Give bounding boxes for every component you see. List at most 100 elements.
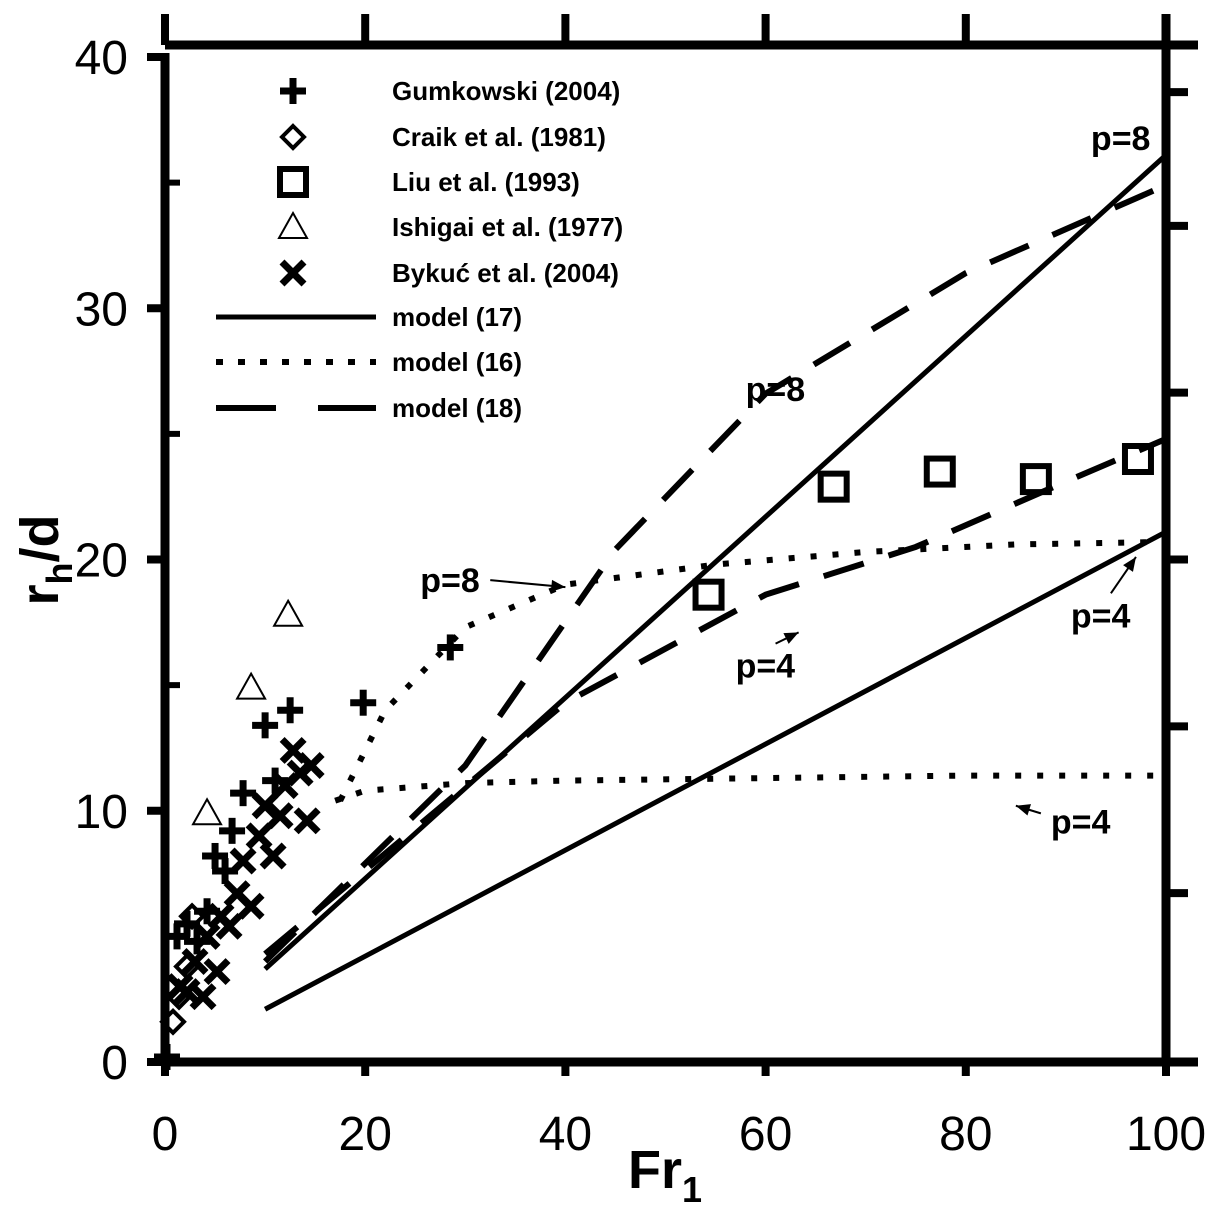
diamond-marker-shape bbox=[178, 902, 206, 931]
y-tick-label: 10 bbox=[75, 786, 128, 839]
plus-marker bbox=[350, 689, 377, 716]
square-marker bbox=[692, 578, 725, 611]
cross-marker-b bbox=[181, 948, 209, 975]
cross-marker bbox=[251, 792, 279, 820]
cross-marker bbox=[279, 259, 307, 287]
cross-marker-b bbox=[259, 842, 287, 870]
legend-label: Liu et al. (1993) bbox=[392, 167, 580, 197]
model-line-dashed bbox=[263, 182, 1168, 964]
x-axis-label-main: Fr bbox=[628, 1140, 682, 1200]
cross-marker-b bbox=[223, 880, 251, 908]
legend-label: Craik et al. (1981) bbox=[392, 122, 606, 152]
model-line-dashed bbox=[263, 436, 1168, 957]
legend-entry: Liu et al. (1993) bbox=[277, 166, 580, 198]
cross-marker bbox=[229, 847, 257, 875]
cross-marker-b bbox=[251, 792, 279, 820]
cross-marker bbox=[193, 922, 221, 950]
plus-marker bbox=[219, 817, 246, 844]
plus-marker bbox=[202, 842, 229, 869]
y-axis-label-subscript: h bbox=[39, 562, 80, 584]
triangle-marker-shape bbox=[235, 671, 267, 700]
plus-marker bbox=[230, 780, 257, 807]
legend-label: model (16) bbox=[392, 347, 522, 377]
cross-marker-b bbox=[193, 922, 221, 950]
cross-marker-b bbox=[279, 736, 307, 764]
triangle-marker bbox=[235, 671, 267, 700]
triangle-marker bbox=[272, 598, 304, 627]
legend-label: model (18) bbox=[392, 393, 522, 423]
legend-label: Gumkowski (2004) bbox=[392, 76, 620, 106]
legend: Gumkowski (2004) Craik et al. (1981) Liu e… bbox=[216, 76, 623, 423]
plus-marker bbox=[437, 634, 464, 661]
legend-label: model (17) bbox=[392, 302, 522, 332]
x-tick-label: 40 bbox=[539, 1108, 592, 1161]
model-line-dotted bbox=[334, 772, 1166, 804]
plus-marker bbox=[280, 78, 306, 104]
square-marker bbox=[923, 455, 956, 488]
x-axis-label: Fr1 bbox=[628, 1140, 702, 1205]
diamond-marker bbox=[279, 123, 307, 151]
x-tick-label: 0 bbox=[152, 1108, 179, 1161]
square-marker-shape bbox=[923, 455, 956, 488]
x-tick-label: 60 bbox=[739, 1108, 792, 1161]
cross-marker bbox=[297, 752, 325, 779]
plus-marker bbox=[252, 712, 279, 739]
cross-marker-b bbox=[229, 847, 257, 875]
square-marker bbox=[277, 166, 309, 198]
annotation-label: p=4 bbox=[736, 648, 796, 686]
legend-entry: Ishigai et al. (1977) bbox=[277, 210, 623, 242]
cross-marker bbox=[237, 892, 265, 920]
cross-marker bbox=[266, 802, 294, 830]
cross-marker bbox=[181, 948, 209, 975]
cross-marker-b bbox=[189, 983, 217, 1011]
cross-marker-b bbox=[215, 912, 243, 940]
annotation-label: p=4 bbox=[1071, 597, 1131, 635]
square-marker-shape bbox=[817, 470, 850, 503]
cross-marker bbox=[203, 958, 231, 986]
cross-marker bbox=[259, 842, 287, 870]
annotations: p=8 p=8 p=8 p=4 p=4 p=4 bbox=[420, 120, 1150, 841]
legend-entry: model (18) bbox=[216, 393, 522, 423]
annotation-arrowhead bbox=[783, 632, 799, 644]
diamond-marker-shape bbox=[159, 1007, 187, 1036]
cross-marker bbox=[215, 912, 243, 940]
legend-entry: Craik et al. (1981) bbox=[279, 122, 606, 152]
annotation-label: p=8 bbox=[746, 371, 806, 409]
square-marker-shape bbox=[1019, 463, 1052, 496]
square-marker-shape bbox=[277, 166, 309, 198]
triangle-marker bbox=[277, 210, 309, 239]
legend-label: Bykuć et al. (2004) bbox=[392, 258, 619, 288]
legend-entry: model (16) bbox=[216, 347, 522, 377]
y-tick-label: 20 bbox=[75, 535, 128, 588]
annotation-label: p=4 bbox=[1051, 803, 1111, 841]
cross-marker-b bbox=[266, 802, 294, 830]
plus-marker bbox=[154, 1043, 181, 1070]
cross-marker-b bbox=[203, 958, 231, 986]
triangle-marker-shape bbox=[272, 598, 304, 627]
square-marker bbox=[817, 470, 850, 503]
diamond-marker-shape bbox=[279, 123, 307, 151]
annotation-arrowhead bbox=[1123, 556, 1136, 572]
model-line-dotted bbox=[337, 538, 1167, 803]
y-tick-label: 30 bbox=[75, 283, 128, 336]
cross-marker-b bbox=[245, 822, 273, 850]
diamond-marker bbox=[159, 1007, 187, 1036]
x-tick-label: 100 bbox=[1126, 1108, 1206, 1161]
legend-entry: Gumkowski (2004) bbox=[280, 76, 620, 106]
square-marker bbox=[1019, 463, 1052, 496]
model-line-solid bbox=[263, 153, 1168, 971]
legend-label: Ishigai et al. (1977) bbox=[392, 212, 623, 242]
x-axis-label-subscript: 1 bbox=[682, 1169, 702, 1205]
cross-marker-b bbox=[293, 807, 321, 835]
cross-marker bbox=[245, 822, 273, 850]
annotation-label: p=8 bbox=[1091, 120, 1151, 158]
square-marker-shape bbox=[1121, 443, 1154, 475]
plus-marker bbox=[277, 697, 304, 724]
cross-marker-b bbox=[279, 259, 307, 287]
square-marker bbox=[1121, 443, 1154, 475]
model-line-solid bbox=[263, 529, 1168, 1012]
diamond-marker bbox=[178, 902, 206, 931]
square-marker-shape bbox=[692, 578, 725, 611]
x-tick-label: 80 bbox=[939, 1108, 992, 1161]
